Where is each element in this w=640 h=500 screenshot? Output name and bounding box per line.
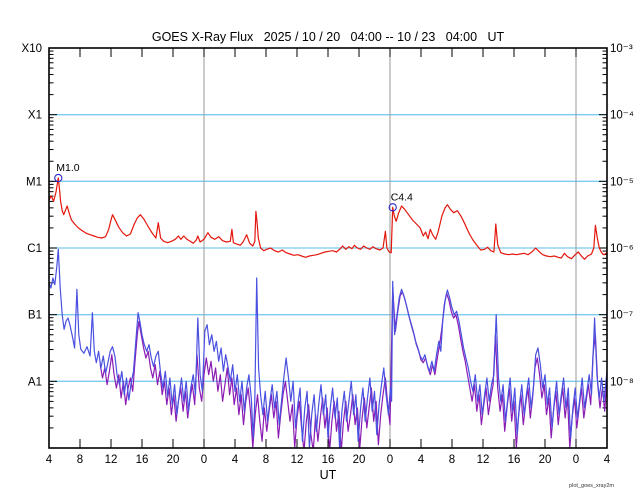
series-blue-line bbox=[49, 248, 607, 448]
x-axis-hour-label: 4 bbox=[604, 454, 611, 466]
x-axis-title: UT bbox=[319, 468, 337, 482]
plot-credit: plot_goes_xray2m bbox=[569, 483, 614, 489]
x-axis-hour-label: 12 bbox=[105, 454, 118, 466]
series-purple-line bbox=[99, 287, 607, 448]
x-axis-hour-label: 4 bbox=[46, 454, 53, 466]
y-axis-label-right: 10⁻⁶ bbox=[610, 243, 634, 255]
x-axis-hour-label: 20 bbox=[539, 454, 552, 466]
x-axis-hour-label: 12 bbox=[477, 454, 490, 466]
flare-marker-circle bbox=[54, 173, 63, 183]
x-axis-hour-label: 16 bbox=[508, 454, 521, 466]
y-axis-label-left: B1 bbox=[28, 310, 42, 322]
y-axis-label-left: X1 bbox=[28, 110, 42, 122]
y-axis-label-left: M1 bbox=[26, 176, 42, 188]
x-axis-hour-label: 12 bbox=[291, 454, 304, 466]
plot-frame bbox=[48, 47, 608, 449]
series-red-line bbox=[49, 177, 607, 260]
x-axis-hour-label: 4 bbox=[418, 454, 425, 466]
x-axis-hour-label: 0 bbox=[387, 454, 393, 466]
y-axis-label-right: 10⁻³ bbox=[610, 43, 633, 55]
x-axis-hour-label: 0 bbox=[201, 454, 207, 466]
chart-title: GOES X-Ray Flux 2025 / 10 / 20 04:00 -- … bbox=[151, 30, 505, 44]
y-axis-label-left: A1 bbox=[28, 376, 42, 388]
y-axis-label-right: 10⁻⁷ bbox=[610, 310, 633, 322]
x-axis-hour-label: 20 bbox=[167, 454, 180, 466]
flare-label: M1.0 bbox=[56, 162, 80, 174]
x-axis-hour-label: 0 bbox=[573, 454, 579, 466]
y-axis-label-right: 10⁻⁴ bbox=[610, 110, 634, 122]
flare-label: C4.4 bbox=[391, 191, 413, 203]
x-axis-hour-label: 8 bbox=[449, 454, 455, 466]
x-axis-hour-label: 20 bbox=[353, 454, 366, 466]
y-axis-label-left: X10 bbox=[22, 43, 42, 55]
y-axis-label-left: C1 bbox=[27, 243, 42, 255]
x-axis-hour-label: 4 bbox=[232, 454, 239, 466]
x-axis-hour-label: 16 bbox=[322, 454, 335, 466]
y-axis-label-right: 10⁻⁵ bbox=[610, 176, 634, 188]
x-axis-hour-label: 16 bbox=[136, 454, 149, 466]
x-axis-hour-label: 8 bbox=[263, 454, 269, 466]
x-axis-hour-label: 8 bbox=[77, 454, 83, 466]
y-axis-label-right: 10⁻⁸ bbox=[610, 376, 634, 388]
flare-marker-circle bbox=[388, 203, 397, 212]
